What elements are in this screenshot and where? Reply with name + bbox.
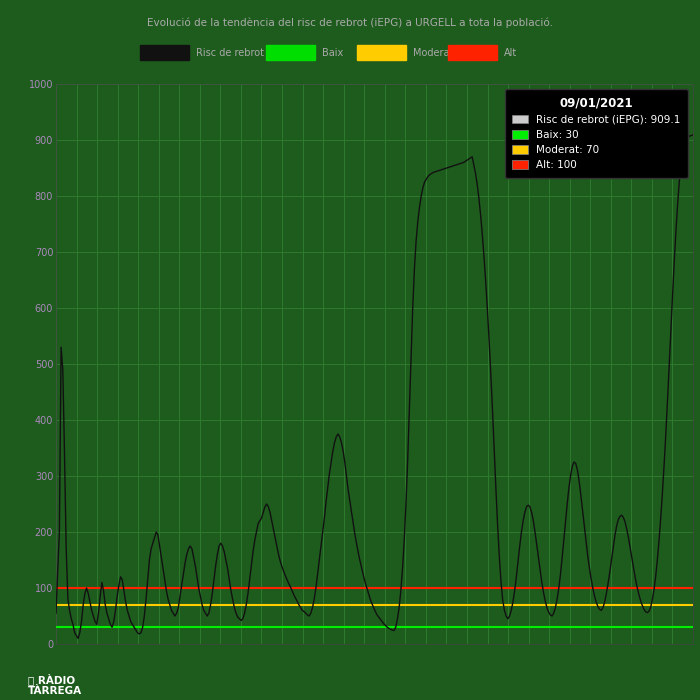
Text: Moderat: Moderat xyxy=(413,48,454,57)
Text: Baix: Baix xyxy=(322,48,343,57)
Text: Risc de rebrot (iEPG): Risc de rebrot (iEPG) xyxy=(196,48,297,57)
Text: 🔈 RÀDIO
TÀRREGA: 🔈 RÀDIO TÀRREGA xyxy=(28,673,82,696)
Text: Alt: Alt xyxy=(504,48,517,57)
Legend: Risc de rebrot (iEPG): 909.1, Baix: 30, Moderat: 70, Alt: 100: Risc de rebrot (iEPG): 909.1, Baix: 30, … xyxy=(505,89,688,178)
Text: Evolució de la tendència del risc de rebrot (iEPG) a URGELL a tota la població.: Evolució de la tendència del risc de reb… xyxy=(147,18,553,28)
